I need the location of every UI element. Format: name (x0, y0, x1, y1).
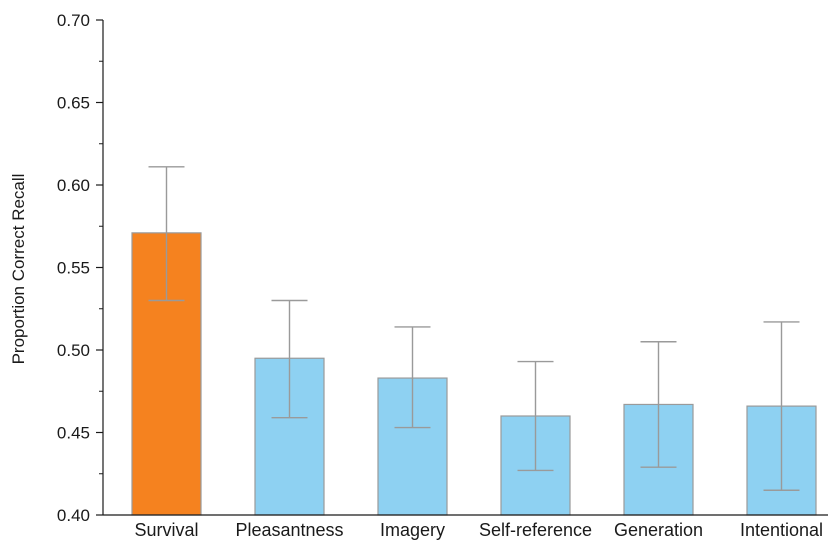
x-category-label: Generation (614, 520, 703, 540)
y-tick-label: 0.55 (57, 259, 90, 278)
x-category-label: Intentional (740, 520, 823, 540)
y-axis-ticks: 0.40 0.45 0.50 0.55 0.60 0.65 0.70 (57, 11, 103, 525)
y-tick-label: 0.70 (57, 11, 90, 30)
x-category-label: Self-reference (479, 520, 592, 540)
y-tick-label: 0.60 (57, 176, 90, 195)
x-axis-labels: Survival Pleasantness Imagery Self-referenc… (134, 520, 823, 540)
bars (131, 232, 817, 516)
y-tick-label: 0.50 (57, 341, 90, 360)
x-category-label: Imagery (380, 520, 445, 540)
x-category-label: Pleasantness (235, 520, 343, 540)
error-bars (148, 166, 800, 491)
y-tick-label: 0.45 (57, 424, 90, 443)
y-tick-label: 0.65 (57, 94, 90, 113)
x-category-label: Survival (134, 520, 198, 540)
y-tick-label: 0.40 (57, 506, 90, 525)
y-axis-title: Proportion Correct Recall (9, 174, 28, 365)
